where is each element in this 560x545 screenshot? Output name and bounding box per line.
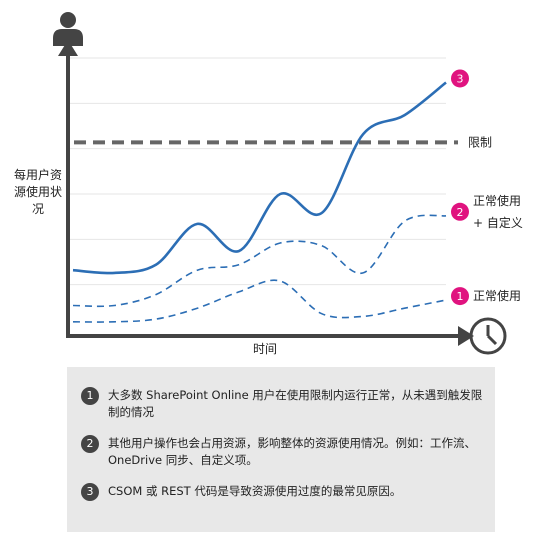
limit-label: 限制	[468, 135, 492, 149]
series-marker-1	[451, 287, 469, 306]
y-axis-label: 每用户资源使用状况	[14, 168, 63, 216]
grid-lines	[70, 57, 446, 286]
series-line-2	[72, 214, 447, 308]
series-line-1	[72, 279, 447, 323]
note-number: 1	[81, 387, 99, 405]
series-line-3	[72, 81, 447, 275]
note-3: 3 CSOM 或 REST 代码是导致资源使用过度的最常见原因。	[81, 483, 486, 501]
x-axis-arrow	[458, 326, 474, 346]
note-number: 3	[81, 483, 99, 501]
series-label-2: 正常使用+ 自定义	[473, 193, 523, 230]
usage-chart: 限制 1 正常使用 2 正常使用+ 自定义 3	[53, 12, 523, 355]
clock-icon	[469, 317, 507, 355]
notes-panel: 1 大多数 SharePoint Online 用户在使用限制内运行正常，从未遇…	[67, 367, 495, 532]
note-2: 2 其他用户操作也会占用资源，影响整体的资源使用情况。例如：工作流、OneDri…	[81, 435, 486, 469]
x-axis-label: 时间	[252, 342, 277, 356]
series-marker-3	[451, 69, 469, 88]
series-marker-number: 3	[457, 72, 464, 85]
note-text: CSOM 或 REST 代码是导致资源使用过度的最常见原因。	[108, 484, 402, 498]
series-label-1: 正常使用	[473, 288, 521, 303]
series-group: 1 正常使用 2 正常使用+ 自定义 3	[72, 69, 523, 323]
note-text: 大多数 SharePoint Online 用户在使用限制内运行正常，从未遇到触…	[108, 388, 483, 419]
y-axis-arrow	[58, 40, 78, 56]
series-marker-2	[451, 202, 469, 221]
note-text: 其他用户操作也会占用资源，影响整体的资源使用情况。例如：工作流、OneDrive…	[108, 436, 476, 467]
series-marker-number: 1	[457, 290, 464, 303]
series-marker-number: 2	[457, 206, 464, 219]
note-1: 1 大多数 SharePoint Online 用户在使用限制内运行正常，从未遇…	[81, 387, 486, 421]
user-icon	[53, 12, 83, 46]
note-number: 2	[81, 435, 99, 453]
